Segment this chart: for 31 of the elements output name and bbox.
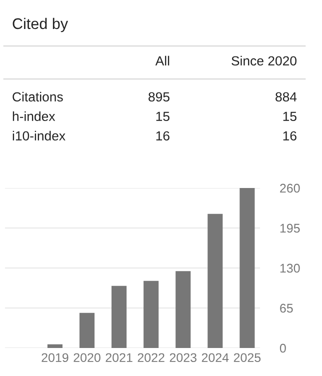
bar [47,344,63,348]
category-label: Since 2020 [232,56,296,66]
bar [208,214,223,348]
text: Cited by [12,18,68,32]
x-tick-label: 2024 [202,353,229,362]
y-tick-label: 195 [280,224,300,233]
y-tick-label: 65 [280,304,293,313]
text: 15 [156,112,170,122]
bar [112,286,127,348]
text: 16 [283,131,296,141]
x-tick-label: 2025 [234,353,261,362]
bar [176,271,191,348]
category-label: All [155,56,170,66]
category-label: Citations [12,92,63,102]
text: 884 [276,92,297,102]
y-tick-label: 130 [280,264,300,273]
text: 895 [148,92,170,102]
category-label: h-index [12,111,56,122]
text: 16 [156,131,170,141]
bar [79,312,95,348]
x-tick-label: 2022 [138,353,164,362]
text: 15 [283,112,296,122]
bar [240,188,255,348]
x-tick-label: 2020 [74,353,100,362]
bar [144,280,159,348]
x-tick-label: 2021 [106,353,132,362]
x-tick-label: 2019 [42,353,68,362]
category-label: i10-index [12,130,66,141]
x-tick-label: 2023 [170,353,196,362]
y-tick-label: 260 [280,184,300,193]
y-tick-label: 0 [280,344,286,353]
